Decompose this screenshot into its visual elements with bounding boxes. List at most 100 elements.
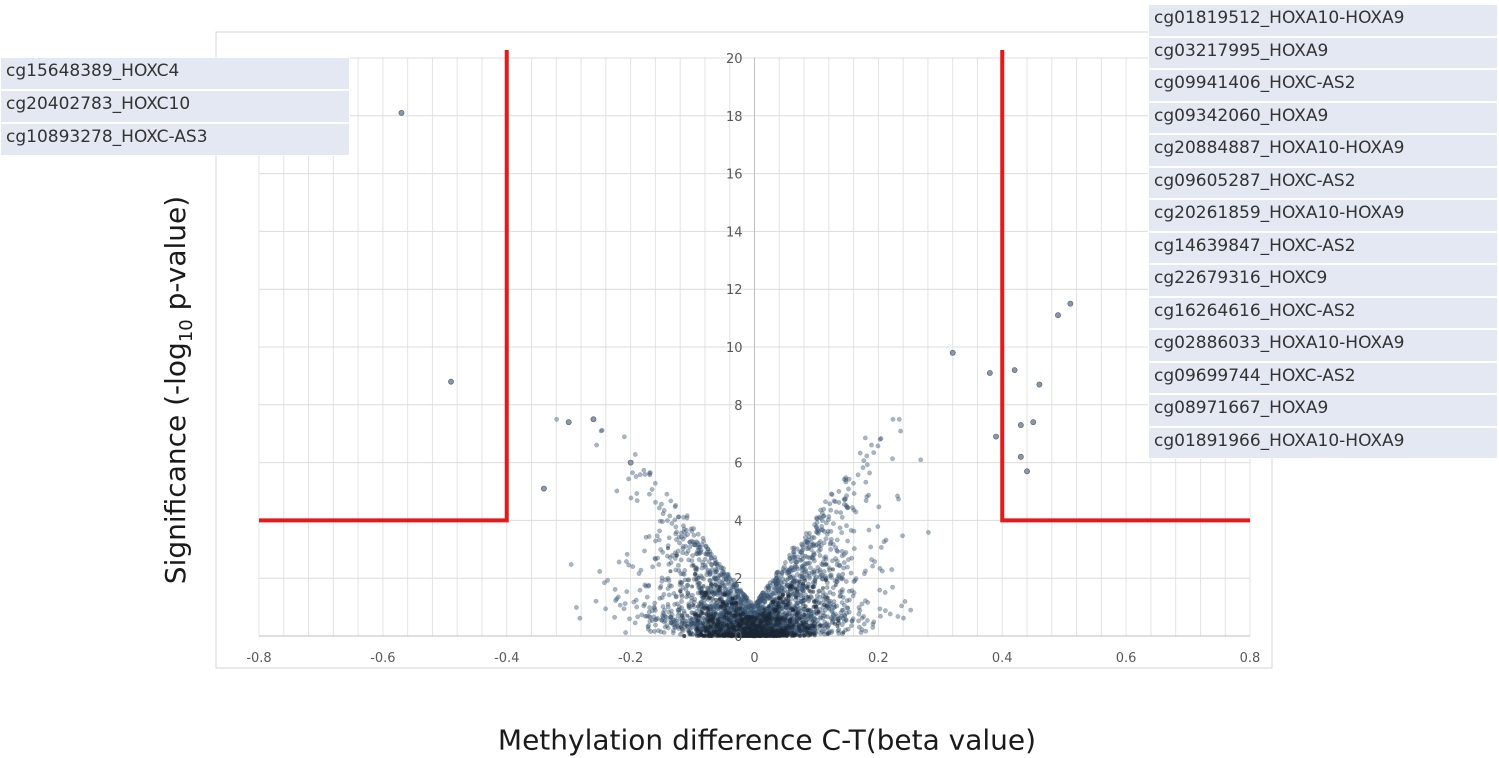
- cloud-point: [673, 524, 679, 530]
- cloud-point: [732, 624, 736, 629]
- cloud-point: [729, 621, 734, 626]
- cloud-point: [811, 568, 817, 573]
- cloud-point: [688, 621, 694, 627]
- cloud-point: [739, 598, 745, 604]
- cloud-point: [773, 581, 779, 586]
- cloud-point: [685, 577, 691, 583]
- cloud-point: [732, 608, 737, 612]
- cloud-point: [797, 605, 803, 611]
- cloud-point: [740, 610, 745, 615]
- cloud-point: [755, 630, 760, 635]
- cloud-point: [653, 499, 658, 505]
- cloud-point: [849, 618, 855, 624]
- cloud-point: [843, 579, 849, 584]
- cloud-point: [676, 534, 682, 540]
- cloud-point: [712, 570, 718, 575]
- cloud-point: [761, 598, 767, 604]
- cloud-point: [701, 584, 706, 589]
- cloud-point: [780, 609, 785, 615]
- cloud-point: [832, 611, 838, 617]
- cloud-point: [669, 612, 675, 618]
- cloud-point: [664, 491, 670, 497]
- cloud-point: [818, 527, 824, 533]
- cloud-point: [709, 566, 715, 572]
- cloud-point: [737, 587, 743, 593]
- cloud-point: [843, 475, 849, 481]
- cloud-point: [814, 516, 820, 522]
- cloud-point: [711, 607, 717, 613]
- cloud-point: [845, 626, 851, 632]
- cloud-point: [746, 603, 752, 609]
- cloud-point: [823, 578, 828, 583]
- cloud-point: [779, 585, 785, 591]
- cloud-point: [785, 612, 790, 617]
- cloud-point: [704, 590, 709, 595]
- cloud-point: [840, 594, 846, 600]
- cloud-point: [712, 557, 718, 563]
- cloud-point: [814, 520, 820, 525]
- cloud-point: [774, 575, 780, 581]
- cloud-point: [713, 561, 718, 567]
- cloud-point: [670, 630, 676, 636]
- cloud-point: [828, 491, 834, 497]
- cloud-point: [820, 586, 825, 591]
- cloud-point: [840, 607, 846, 613]
- cloud-point: [832, 621, 837, 626]
- cloud-point: [624, 589, 630, 595]
- cloud-point: [802, 561, 808, 567]
- cloud-point: [756, 599, 762, 605]
- cloud-point: [846, 476, 852, 482]
- cloud-point: [824, 603, 829, 608]
- cloud-point: [644, 613, 650, 619]
- cloud-point: [668, 498, 674, 504]
- cloud-point: [676, 514, 682, 520]
- cloud-point: [693, 539, 699, 545]
- cloud-point: [780, 576, 786, 582]
- y-tick-label: 14: [726, 225, 743, 240]
- cloud-point: [622, 601, 628, 607]
- cloud-point: [727, 576, 733, 582]
- cloud-point: [864, 462, 870, 468]
- cloud-point: [832, 499, 838, 505]
- cloud-point: [743, 597, 749, 603]
- cloud-point: [809, 614, 815, 619]
- cloud-point: [866, 492, 872, 498]
- cloud-point: [757, 603, 763, 609]
- cloud-point: [803, 604, 808, 609]
- cloud-point: [656, 537, 662, 543]
- cloud-point: [827, 573, 833, 579]
- cloud-point: [726, 574, 731, 580]
- cloud-point: [692, 596, 698, 602]
- cloud-point: [761, 592, 767, 598]
- cloud-point: [774, 585, 780, 590]
- cloud-point: [790, 545, 796, 551]
- cloud-point: [680, 546, 686, 552]
- cloud-point: [689, 595, 694, 601]
- cloud-point: [831, 599, 837, 605]
- cloud-point: [717, 597, 722, 602]
- cloud-point: [782, 560, 788, 565]
- cloud-point: [844, 493, 850, 499]
- cloud-point: [811, 550, 817, 556]
- cloud-point: [673, 593, 679, 599]
- cloud-point: [721, 571, 727, 577]
- cloud-point: [825, 517, 831, 523]
- cloud-point: [828, 528, 834, 534]
- cloud-point: [676, 604, 682, 610]
- cloud-point: [746, 615, 751, 620]
- cloud-point: [626, 616, 632, 622]
- cloud-point: [774, 579, 779, 585]
- cloud-point: [853, 509, 859, 515]
- cloud-point: [819, 561, 825, 567]
- cloud-point: [845, 538, 851, 544]
- cloud-point: [734, 601, 739, 606]
- cloud-point: [774, 634, 779, 638]
- cloud-point: [724, 572, 730, 578]
- cloud-point: [791, 575, 797, 581]
- cloud-point: [661, 591, 667, 597]
- cloud-point: [811, 604, 816, 609]
- cloud-point: [809, 542, 815, 548]
- cloud-point: [817, 567, 823, 573]
- cloud-point: [852, 577, 858, 583]
- data-point: [1011, 367, 1018, 374]
